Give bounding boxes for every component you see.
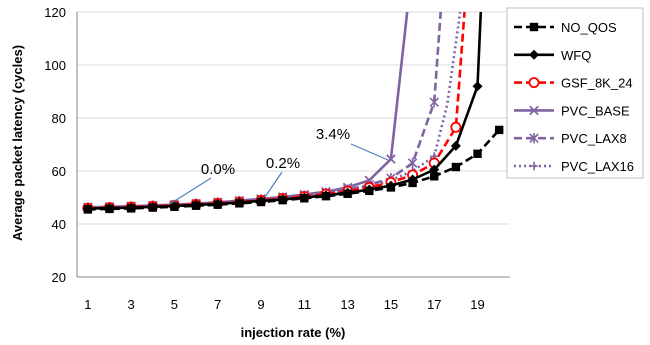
data-point-square bbox=[494, 125, 504, 135]
data-point-square bbox=[300, 194, 309, 203]
legend: NO_QOS WFQ GSF_8K_24 PVC_BASE PVC_LAX8 PVC_LA… bbox=[506, 7, 644, 179]
data-point-square bbox=[386, 183, 396, 192]
annotation-leader bbox=[169, 177, 212, 205]
series-pvc-base bbox=[82, 11, 409, 213]
y-tick-label: 80 bbox=[52, 111, 66, 126]
series-wfq bbox=[82, 11, 483, 214]
data-point-square bbox=[343, 189, 352, 198]
data-point-square bbox=[321, 191, 331, 201]
x-tick-label: 13 bbox=[340, 297, 354, 312]
series-no-qos bbox=[83, 125, 504, 214]
data-point-circle bbox=[528, 77, 540, 89]
legend-label: PVC_LAX16 bbox=[561, 159, 634, 174]
annotation-leader bbox=[264, 171, 283, 198]
data-point-diamond bbox=[450, 140, 461, 151]
y-tick-label: 20 bbox=[52, 270, 66, 285]
data-point-star bbox=[429, 96, 439, 108]
annotation-leader bbox=[350, 143, 389, 161]
series-gsf-8k-24 bbox=[82, 11, 466, 214]
x-tick-label: 19 bbox=[470, 297, 484, 312]
data-point-square bbox=[83, 205, 93, 214]
legend-box bbox=[506, 7, 644, 179]
y-tick-label: 60 bbox=[52, 164, 66, 179]
legend-label: PVC_BASE bbox=[561, 103, 630, 118]
data-point-square bbox=[256, 197, 266, 207]
data-point-plus bbox=[529, 161, 539, 171]
series-line bbox=[87, 11, 466, 210]
data-point-square bbox=[191, 201, 201, 210]
series-line bbox=[87, 11, 409, 209]
data-point-square bbox=[126, 204, 136, 213]
y-axis-label: Average packet latency (cycles) bbox=[10, 45, 25, 241]
annotations: 0.0% 0.2% 3.4% bbox=[169, 126, 389, 205]
data-point-square bbox=[278, 195, 287, 205]
y-tick-label: 100 bbox=[44, 58, 66, 73]
data-point-square bbox=[170, 202, 179, 211]
legend-label: WFQ bbox=[561, 48, 591, 63]
x-tick-label: 15 bbox=[384, 297, 398, 312]
data-point-square bbox=[408, 178, 417, 188]
annotation-label: 0.2% bbox=[266, 155, 300, 172]
data-point-square bbox=[235, 199, 244, 208]
data-point-square bbox=[365, 186, 374, 196]
y-tick-label: 40 bbox=[52, 217, 66, 232]
annotation-label: 0.0% bbox=[201, 161, 235, 178]
y-tick-label: 120 bbox=[44, 5, 66, 20]
data-point-square bbox=[430, 172, 439, 181]
x-tick-label: 11 bbox=[298, 297, 312, 312]
data-point-square bbox=[213, 200, 222, 209]
annotation-label: 3.4% bbox=[316, 126, 350, 143]
data-point-square bbox=[451, 162, 461, 172]
x-tick-label: 1 bbox=[84, 297, 91, 312]
series-layer bbox=[82, 11, 504, 214]
data-point-square bbox=[529, 22, 539, 32]
data-point-x bbox=[386, 154, 396, 164]
x-axis-label: injection rate (%) bbox=[241, 325, 346, 340]
legend-label: GSF_8K_24 bbox=[561, 76, 633, 91]
data-point-x bbox=[529, 105, 539, 116]
data-point-star bbox=[529, 133, 539, 144]
data-point-star bbox=[407, 157, 418, 169]
x-tick-label: 5 bbox=[171, 297, 178, 312]
legend-label: NO_QOS bbox=[561, 20, 617, 35]
data-point-diamond bbox=[529, 49, 539, 60]
x-tick-label: 7 bbox=[214, 297, 221, 312]
series-line bbox=[87, 129, 501, 211]
data-point-square bbox=[105, 204, 114, 214]
legend-label: PVC_LAX8 bbox=[561, 131, 627, 146]
x-tick-label: 17 bbox=[427, 297, 441, 312]
x-tick-label: 3 bbox=[128, 297, 135, 312]
data-point-square bbox=[473, 149, 482, 158]
x-tick-label: 9 bbox=[257, 297, 264, 312]
data-point-circle bbox=[450, 121, 462, 133]
data-point-diamond bbox=[472, 81, 483, 92]
data-point-square bbox=[148, 203, 157, 212]
